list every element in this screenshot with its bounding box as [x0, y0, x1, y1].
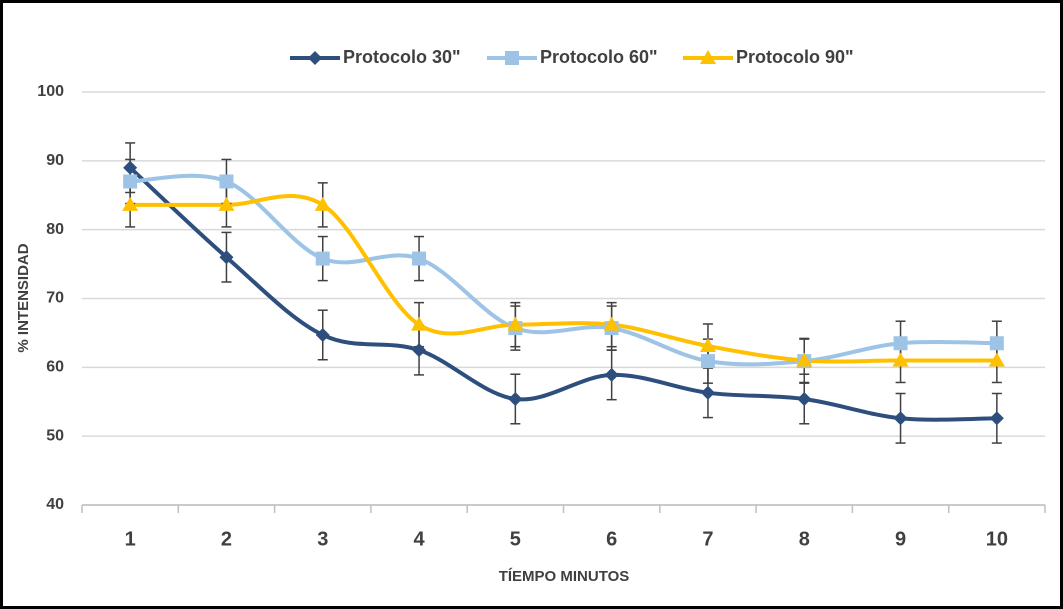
marker: [219, 250, 234, 265]
marker: [604, 367, 619, 382]
marker: [123, 160, 138, 175]
x-tick-label: 2: [221, 528, 232, 550]
series-line: [130, 173, 997, 367]
x-tick-label: 10: [986, 528, 1008, 550]
x-tick-label: 4: [413, 528, 425, 550]
y-tick-label: 40: [46, 496, 64, 513]
marker: [219, 174, 234, 189]
marker: [507, 316, 524, 331]
marker: [508, 391, 523, 406]
marker: [989, 411, 1004, 426]
x-tick-label: 3: [317, 528, 328, 550]
marker: [315, 251, 330, 266]
marker: [411, 316, 428, 331]
marker: [699, 337, 716, 352]
legend-label: Protocolo 30": [343, 47, 461, 67]
x-tick-label: 7: [702, 528, 713, 550]
x-tick-label: 1: [125, 528, 136, 550]
marker: [893, 411, 908, 426]
marker: [892, 352, 909, 367]
y-tick-label: 90: [46, 152, 64, 169]
marker: [505, 51, 519, 65]
marker: [122, 196, 139, 211]
y-tick-label: 100: [37, 83, 64, 100]
marker: [700, 385, 715, 400]
y-tick-label: 70: [46, 290, 64, 307]
marker: [797, 391, 812, 406]
x-tick-label: 6: [606, 528, 617, 550]
marker: [218, 196, 235, 211]
marker: [308, 51, 322, 65]
series-line: [130, 194, 997, 364]
y-axis-title: % INTENSIDAD: [15, 243, 32, 352]
x-tick-label: 8: [799, 528, 810, 550]
marker: [989, 336, 1004, 351]
legend-label: Protocolo 60": [540, 47, 658, 67]
marker: [796, 352, 813, 367]
y-tick-label: 60: [46, 359, 64, 376]
x-axis-title: TÍEMPO MINUTOS: [499, 568, 630, 585]
marker: [314, 196, 331, 211]
y-tick-label: 50: [46, 427, 64, 444]
marker: [603, 316, 620, 331]
x-tick-label: 5: [510, 528, 521, 550]
legend-label: Protocolo 90": [736, 47, 854, 67]
marker: [893, 336, 908, 351]
marker: [315, 327, 330, 342]
x-tick-label: 9: [895, 528, 906, 550]
marker: [412, 251, 427, 266]
marker: [988, 352, 1005, 367]
marker: [700, 354, 715, 369]
series-line: [128, 166, 997, 422]
marker: [700, 50, 716, 64]
marker: [412, 343, 427, 358]
y-tick-label: 80: [46, 221, 64, 238]
marker: [123, 174, 138, 189]
